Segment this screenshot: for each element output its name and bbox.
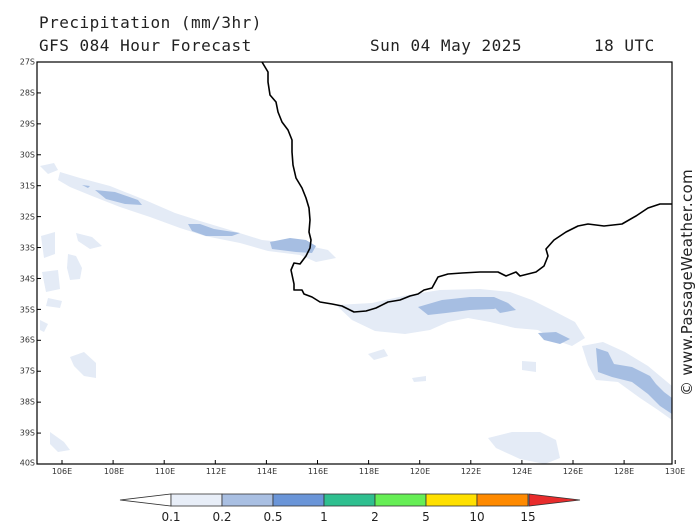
precip-area: [40, 320, 48, 332]
precip-area: [488, 432, 560, 464]
forecast-time: 18 UTC: [594, 36, 655, 55]
precip-area: [76, 233, 102, 249]
precip-area: [67, 254, 82, 280]
colorbar-high-arrow: [528, 493, 581, 507]
precip-area: [412, 376, 426, 382]
lat-label: 39S: [19, 428, 35, 438]
colorbar-swatch: [425, 493, 478, 507]
colorbar-swatch: [374, 493, 427, 507]
watermark: © www.PassageWeather.com: [678, 169, 696, 396]
lat-label: 36S: [19, 335, 35, 345]
colorbar-swatch: [221, 493, 274, 507]
precip-core: [596, 348, 672, 414]
lat-label: 34S: [19, 274, 35, 284]
precip-core: [95, 190, 142, 205]
lon-label: 122E: [460, 467, 482, 476]
precipitation-layer: [40, 163, 672, 464]
colorbar-label: 15: [520, 510, 536, 524]
lat-label: 33S: [19, 243, 35, 253]
precip-area: [522, 361, 536, 372]
lat-label: 38S: [19, 397, 35, 407]
latitude-ticks: [37, 61, 41, 465]
precip-area: [50, 432, 70, 452]
lon-label: 126E: [562, 467, 584, 476]
chart-title: Precipitation (mm/3hr): [39, 13, 262, 32]
lat-label: 27S: [19, 57, 35, 67]
precip-area: [58, 172, 336, 262]
precip-core: [494, 303, 516, 313]
lon-label: 108E: [103, 467, 125, 476]
lon-label: 116E: [307, 467, 329, 476]
colorbar-swatch: [170, 493, 223, 507]
precip-core: [270, 238, 316, 253]
lon-label: 114E: [256, 467, 278, 476]
precip-area: [46, 298, 62, 308]
precip-area: [42, 270, 60, 292]
lon-label: 106E: [51, 467, 73, 476]
colorbar-swatch: [323, 493, 376, 507]
lon-label: 130E: [664, 467, 686, 476]
lat-label: 37S: [19, 366, 35, 376]
map-frame: [36, 61, 673, 465]
precip-core: [538, 332, 570, 344]
lat-label: 31S: [19, 181, 35, 191]
lat-label: 28S: [19, 88, 35, 98]
precip-area: [368, 349, 388, 360]
colorbar: [119, 493, 581, 507]
precip-core: [418, 297, 508, 315]
precip-area: [582, 342, 672, 420]
colorbar-label: 0.5: [263, 510, 283, 524]
lat-label: 40S: [19, 458, 35, 468]
lon-label: 120E: [409, 467, 431, 476]
colorbar-label: 0.1: [161, 510, 181, 524]
colorbar-label: 2: [371, 510, 379, 524]
lat-label: 35S: [19, 305, 35, 315]
lon-label: 128E: [613, 467, 635, 476]
longitude-ticks: [61, 460, 676, 464]
colorbar-label: 0.2: [212, 510, 232, 524]
colorbar-swatch: [272, 493, 325, 507]
precip-area: [336, 289, 585, 346]
coastline: [261, 61, 672, 313]
colorbar-label: 5: [422, 510, 430, 524]
colorbar-label: 1: [320, 510, 328, 524]
lon-label: 110E: [154, 467, 176, 476]
colorbar-low-arrow: [119, 493, 172, 507]
lat-label: 29S: [19, 119, 35, 129]
precip-area: [70, 352, 96, 378]
forecast-date: Sun 04 May 2025: [370, 36, 522, 55]
colorbar-label: 10: [469, 510, 485, 524]
precip-core: [188, 224, 240, 236]
lat-label: 30S: [19, 150, 35, 160]
precip-core: [82, 185, 90, 188]
lon-label: 118E: [358, 467, 380, 476]
forecast-model: GFS 084 Hour Forecast: [39, 36, 252, 55]
lon-label: 112E: [205, 467, 227, 476]
precip-area: [40, 163, 58, 174]
lon-label: 124E: [511, 467, 533, 476]
colorbar-swatch: [476, 493, 529, 507]
lat-label: 32S: [19, 212, 35, 222]
precip-area: [41, 232, 55, 258]
